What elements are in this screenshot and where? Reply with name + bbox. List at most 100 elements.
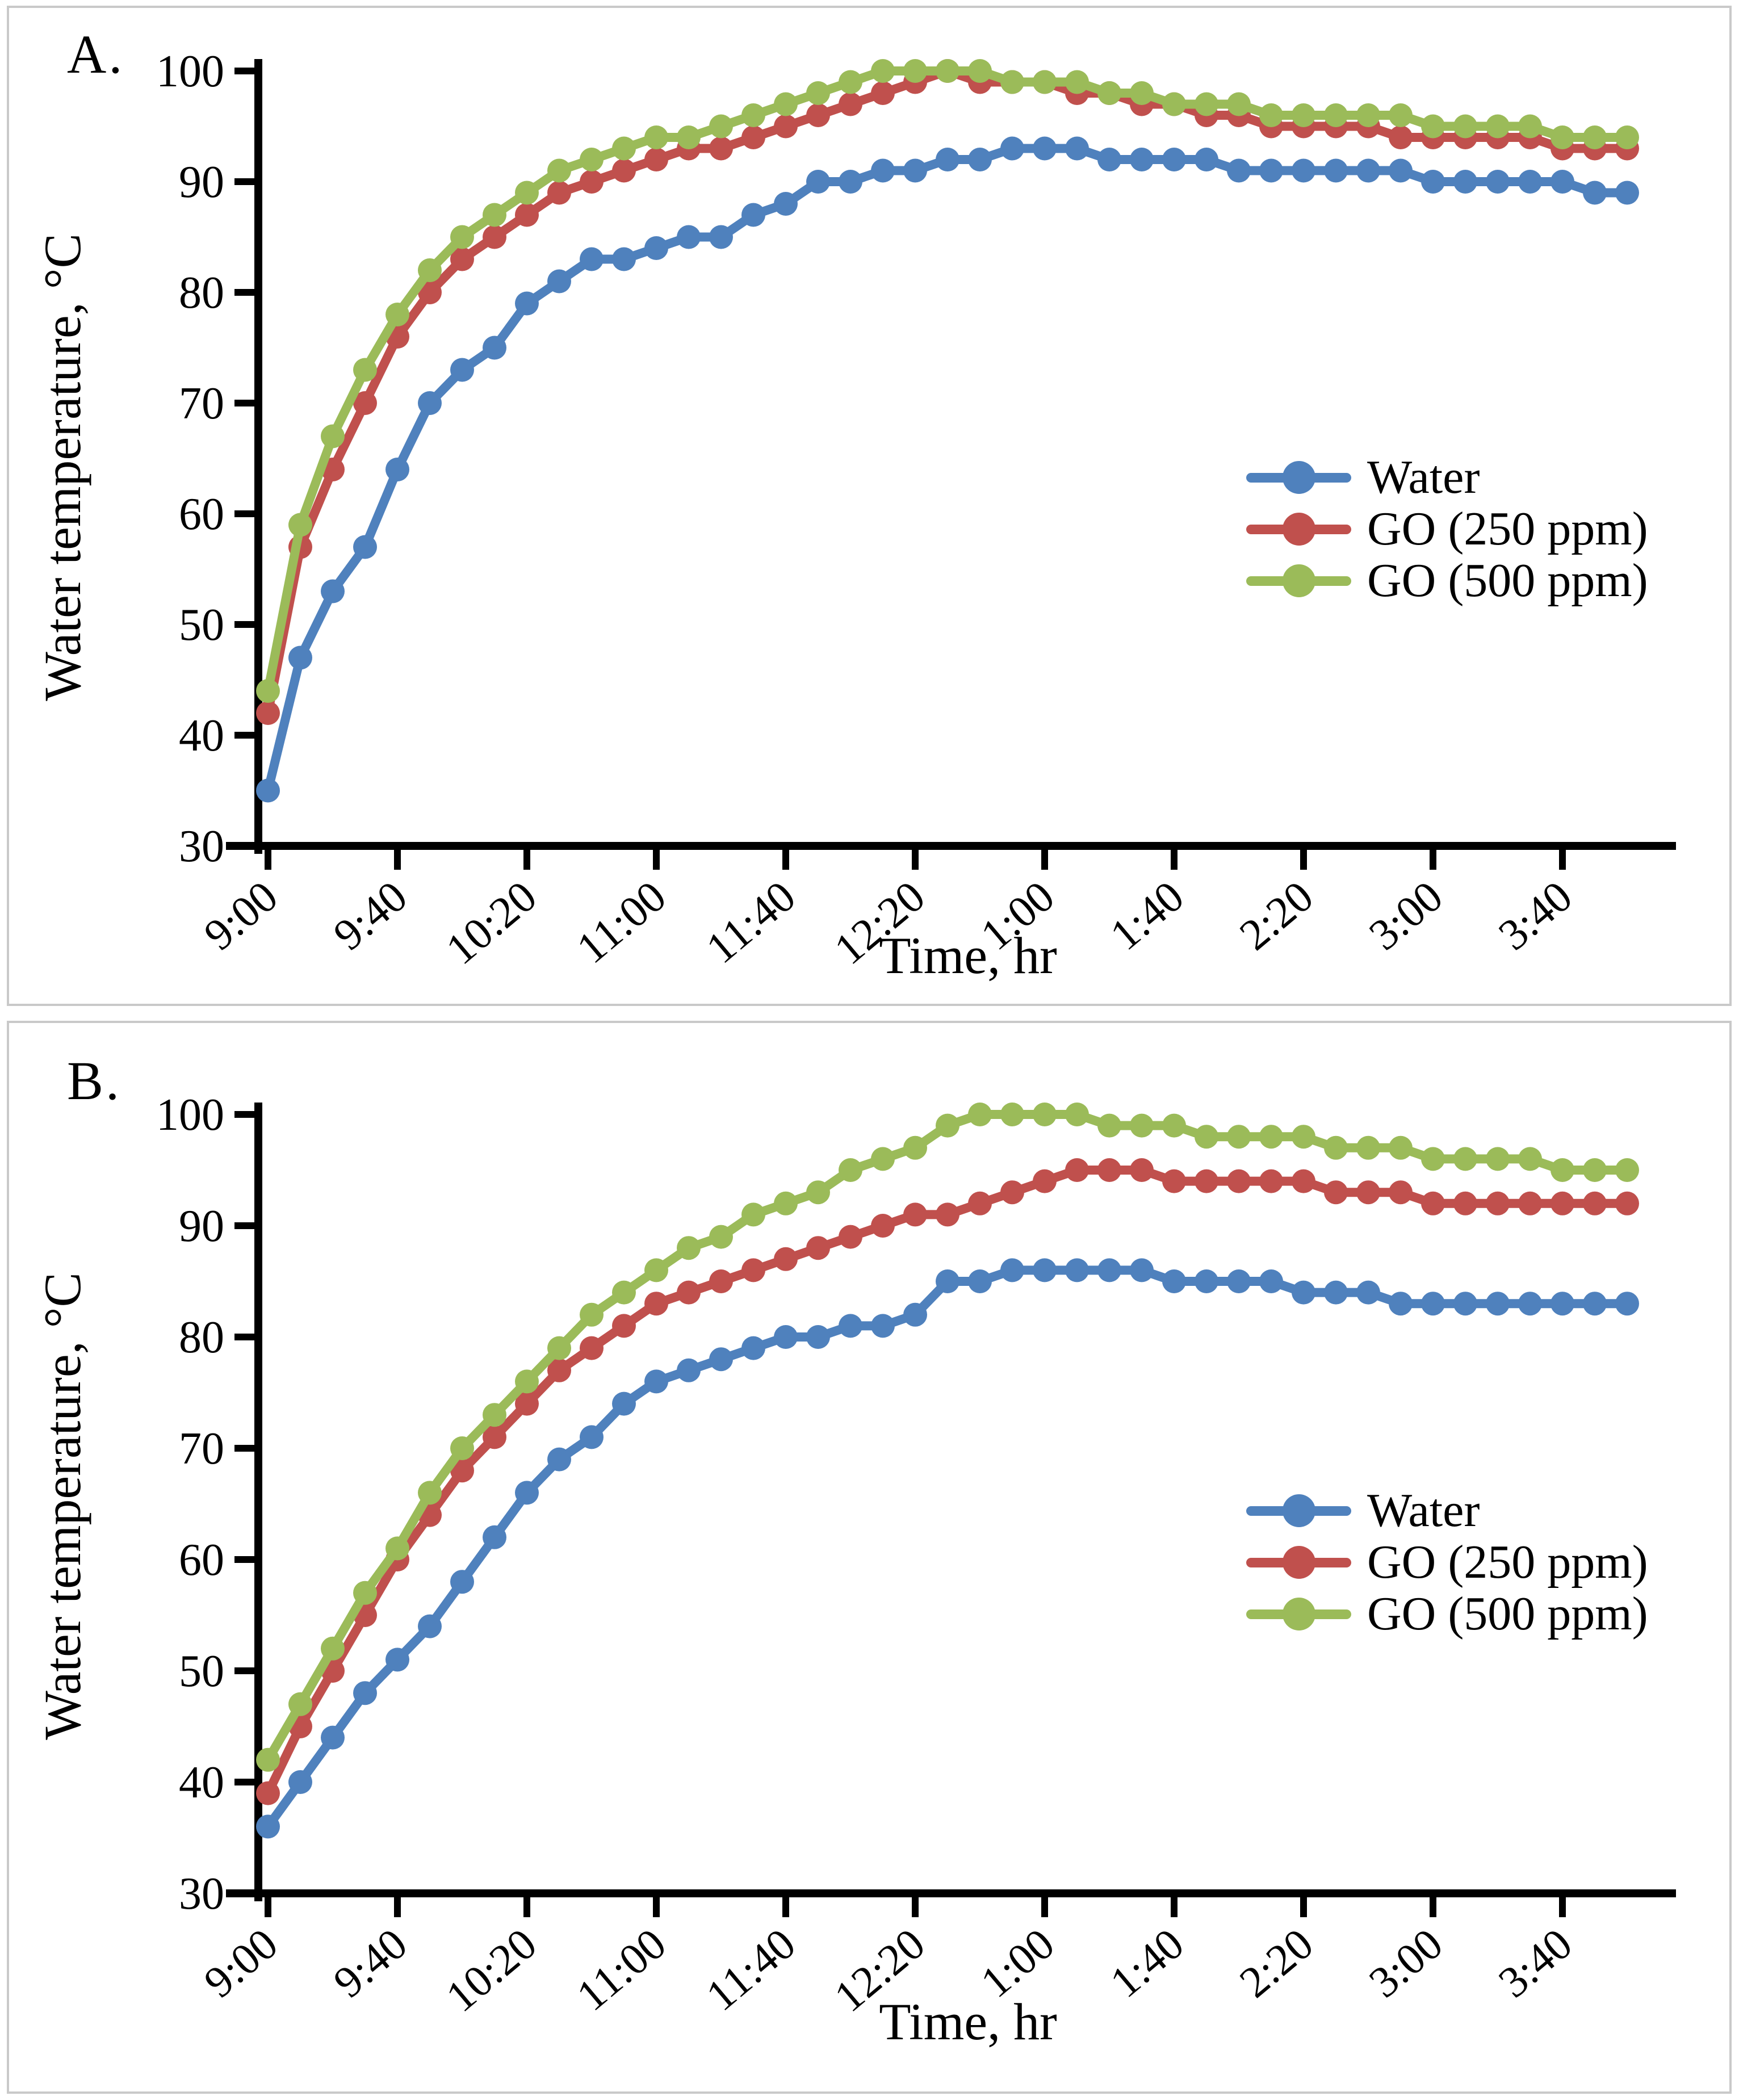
series-point-water	[1065, 136, 1089, 161]
series-point-water	[709, 225, 733, 249]
series-point-water	[644, 1369, 668, 1394]
series-point-water	[1000, 136, 1024, 161]
series-point-go500	[1486, 1147, 1510, 1171]
legend-entry-water: Water	[1246, 451, 1700, 504]
series-point-go500	[871, 1147, 895, 1171]
series-point-water	[580, 247, 604, 271]
series-line-go250	[263, 1166, 1632, 1798]
y-tick-label: 80	[179, 268, 224, 318]
series-point-water	[580, 1425, 604, 1449]
series-point-go250	[1227, 1169, 1251, 1193]
series-point-go250	[1324, 1180, 1348, 1205]
series-point-water	[709, 1347, 733, 1372]
series-point-water	[1324, 1280, 1348, 1305]
series-point-go500	[1097, 1113, 1121, 1138]
series-point-go250	[353, 391, 377, 415]
series-point-water	[1097, 1258, 1121, 1282]
series-point-go250	[256, 1781, 280, 1805]
series-point-water	[1227, 158, 1251, 183]
series-point-water	[1162, 1269, 1186, 1293]
series-point-go250	[612, 1314, 636, 1338]
series-point-water	[1292, 158, 1315, 183]
series-point-go250	[936, 1202, 959, 1227]
y-axis-title-panel-a: Water temperature, °C	[33, 233, 91, 701]
series-point-water	[612, 247, 636, 271]
series-point-go250	[644, 1292, 668, 1316]
y-tick-label: 70	[179, 379, 224, 429]
series-point-go500	[515, 181, 539, 205]
series-point-go500	[774, 1191, 798, 1215]
series-point-water	[1195, 1269, 1218, 1293]
series-point-water	[968, 1269, 992, 1293]
series-point-go250	[483, 225, 506, 249]
series-point-go250	[547, 1358, 571, 1382]
series-point-go500	[1162, 1113, 1186, 1138]
series-point-go250	[839, 1225, 862, 1249]
series-point-go250	[741, 1258, 765, 1282]
series-point-water	[288, 645, 312, 670]
y-tick-label: 50	[179, 1646, 224, 1696]
series-point-go250	[1130, 1158, 1154, 1182]
series-point-go250	[644, 148, 668, 171]
series-point-water	[1583, 181, 1607, 205]
series-point-go500	[385, 303, 409, 326]
series-point-go250	[1389, 1180, 1413, 1205]
y-tick-label: 90	[179, 157, 224, 207]
water-series-marker-icon	[1246, 451, 1351, 503]
series-point-go250	[1356, 1180, 1380, 1205]
legend-entry-go250: GO (250 ppm)	[1246, 502, 1700, 555]
series-point-go500	[1227, 1125, 1251, 1149]
series-point-water	[1324, 158, 1348, 183]
series-point-water	[1033, 1258, 1057, 1282]
series-point-go250	[806, 1236, 830, 1260]
series-point-water	[677, 225, 701, 249]
series-point-go250	[515, 203, 539, 227]
series-point-go500	[741, 103, 765, 127]
series-point-go250	[1000, 1180, 1024, 1205]
series-point-go500	[1259, 1125, 1283, 1149]
series-point-go250	[871, 1214, 895, 1238]
series-point-go500	[968, 59, 992, 83]
x-axis-title-panel-b: Time, hr	[879, 1993, 1057, 2051]
series-point-go250	[1097, 1158, 1121, 1182]
y-tick-label: 40	[179, 711, 224, 761]
go500-series-marker-icon	[1246, 1588, 1351, 1640]
series-point-water	[1195, 148, 1218, 171]
series-point-go250	[547, 181, 571, 205]
series-point-go500	[709, 114, 733, 139]
series-point-go250	[709, 1269, 733, 1293]
series-point-go500	[1000, 1103, 1024, 1126]
y-tick-label: 80	[179, 1313, 224, 1363]
series-point-go500	[1421, 114, 1445, 139]
series-point-go500	[256, 679, 280, 703]
series-point-go250	[968, 1191, 992, 1215]
series-point-go250	[450, 247, 474, 271]
series-point-go500	[580, 1302, 604, 1327]
series-point-go500	[580, 148, 604, 171]
series-point-go500	[483, 203, 506, 227]
series-point-go250	[515, 1391, 539, 1416]
series-point-go250	[1615, 1191, 1639, 1215]
series-point-water	[321, 1725, 345, 1750]
series-point-go500	[547, 1336, 571, 1360]
series-point-go500	[1065, 1103, 1089, 1126]
series-point-go250	[418, 280, 442, 304]
series-point-go500	[1486, 114, 1510, 139]
legend-label: GO (250 ppm)	[1367, 502, 1648, 555]
legend-label: GO (500 ppm)	[1367, 1587, 1648, 1640]
series-point-go500	[288, 513, 312, 537]
series-point-go500	[547, 158, 571, 183]
y-tick-label: 100	[156, 1090, 224, 1140]
series-point-go500	[1195, 92, 1218, 116]
series-point-go250	[1259, 1169, 1283, 1193]
series-point-go500	[936, 59, 959, 83]
series-point-go250	[774, 114, 798, 139]
series-point-go500	[644, 125, 668, 149]
series-point-water	[418, 1614, 442, 1638]
series-point-go500	[1227, 92, 1251, 116]
series-point-water	[806, 170, 830, 194]
series-point-go500	[1356, 103, 1380, 127]
series-point-water	[903, 158, 927, 183]
series-point-go500	[353, 358, 377, 382]
